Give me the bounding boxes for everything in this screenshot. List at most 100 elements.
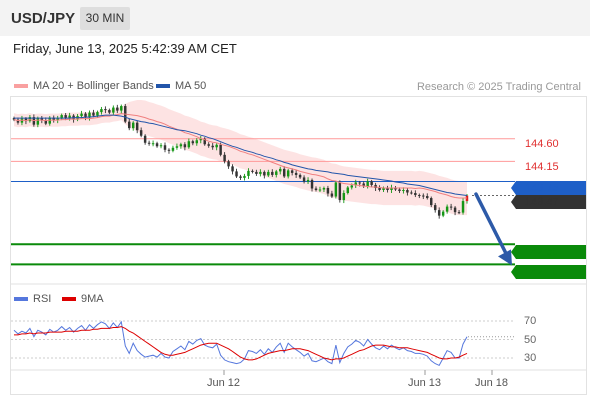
candle-body <box>370 181 373 185</box>
x-label-jun-13: Jun 13 <box>408 377 442 389</box>
rsi-level-50: 50 <box>524 334 537 346</box>
candle-body <box>60 115 63 119</box>
bollinger-band <box>14 100 467 216</box>
report-datetime: Friday, June 13, 2025 5:42:39 AM CET <box>13 41 237 56</box>
candle-body <box>259 171 262 174</box>
candle-body <box>362 183 365 187</box>
candle-body <box>179 144 183 147</box>
timeframe-button[interactable]: 30 MIN <box>80 7 130 30</box>
candle-body <box>410 192 413 194</box>
candle-body <box>56 118 59 121</box>
candle-body <box>386 187 389 191</box>
candle-body <box>251 170 254 172</box>
candle-body <box>40 118 44 121</box>
candle-body <box>382 187 385 191</box>
rsi-legend: RSI <box>33 293 52 305</box>
candle-body <box>350 185 353 188</box>
candle-body <box>16 119 20 123</box>
rsi-ma-swatch <box>62 297 76 301</box>
chart-frame <box>10 96 587 395</box>
candle-body <box>100 109 103 113</box>
candle-body <box>279 168 282 172</box>
candle-body <box>167 149 171 151</box>
candle-body <box>457 212 461 214</box>
ma20-swatch <box>14 84 28 88</box>
candle-body <box>330 193 334 197</box>
candle-body <box>374 184 377 188</box>
candle-body <box>318 189 322 191</box>
candle-body <box>12 118 16 120</box>
candle-body <box>151 143 155 145</box>
ma50-swatch <box>156 84 170 88</box>
candle-body <box>112 107 115 113</box>
support-tag-142-10: 142.10 <box>511 265 586 279</box>
candle-body <box>433 205 437 211</box>
candle-body <box>354 182 357 186</box>
candle-body <box>390 187 393 191</box>
rsi-level-70: 70 <box>524 315 537 327</box>
candle-body <box>175 146 179 148</box>
candle-body <box>418 195 421 197</box>
x-label-jun-12: Jun 12 <box>207 377 241 389</box>
candle-body <box>84 113 87 118</box>
candle-body <box>120 106 123 111</box>
level-label-144-60: 144.60 <box>525 138 559 150</box>
candle-body <box>116 107 119 111</box>
candle-body <box>453 207 457 213</box>
candle-body <box>191 141 195 144</box>
candle-body <box>247 170 250 176</box>
candle-body <box>211 145 214 148</box>
candle-body <box>302 177 306 182</box>
currency-pair: USD/JPY <box>11 10 76 27</box>
candle-body <box>195 140 199 144</box>
candle-body <box>294 172 298 175</box>
forecast-arrow-head <box>498 249 512 266</box>
pivot-tag: 143.75 <box>511 181 586 195</box>
rsi-ma-line <box>14 326 468 361</box>
candle-body <box>290 170 294 173</box>
candle-body <box>88 112 91 118</box>
candle-body <box>402 190 405 192</box>
ma20-line <box>13 113 467 199</box>
candle-body <box>159 145 163 147</box>
candle-body <box>219 144 222 155</box>
candle-body <box>406 190 409 193</box>
candle-body <box>398 189 401 192</box>
candle-body <box>310 179 314 189</box>
candle-body <box>199 138 202 141</box>
candle-body <box>183 144 187 148</box>
last-price-tag: 143.47 <box>511 195 586 209</box>
candle-body <box>346 187 350 194</box>
level-label-144-15: 144.15 <box>525 161 559 173</box>
header-bar: USD/JPY 30 MIN <box>0 0 590 36</box>
forecast-arrow-shaft <box>474 192 509 258</box>
candle-body <box>342 193 346 201</box>
candle-body <box>326 187 330 194</box>
candle-body <box>338 182 342 201</box>
candle-body <box>24 118 28 122</box>
candle-body <box>314 188 318 191</box>
ma20-legend: MA 20 + Bollinger Bands <box>33 80 154 92</box>
candle-body <box>239 176 242 178</box>
candle-body <box>430 198 433 206</box>
candle-body <box>441 211 445 216</box>
rsi-level-30: 30 <box>524 352 537 364</box>
candle-body <box>163 145 167 150</box>
candle-body <box>44 120 48 124</box>
candle-body <box>203 138 206 145</box>
candle-body <box>52 117 55 121</box>
x-label-jun-18: Jun 18 <box>475 377 509 389</box>
candle-body <box>282 168 286 177</box>
candle-body <box>20 118 24 123</box>
candle-body <box>108 110 111 113</box>
candle-body <box>243 175 246 178</box>
rsi-swatch <box>14 297 28 301</box>
candle-body <box>48 117 51 124</box>
candle-body <box>358 182 361 184</box>
candle-body <box>36 118 40 125</box>
candle-body <box>437 210 441 216</box>
support-tag-142-50: 142.50 <box>511 245 586 259</box>
candle-body <box>414 193 417 196</box>
candle-body <box>104 109 107 111</box>
